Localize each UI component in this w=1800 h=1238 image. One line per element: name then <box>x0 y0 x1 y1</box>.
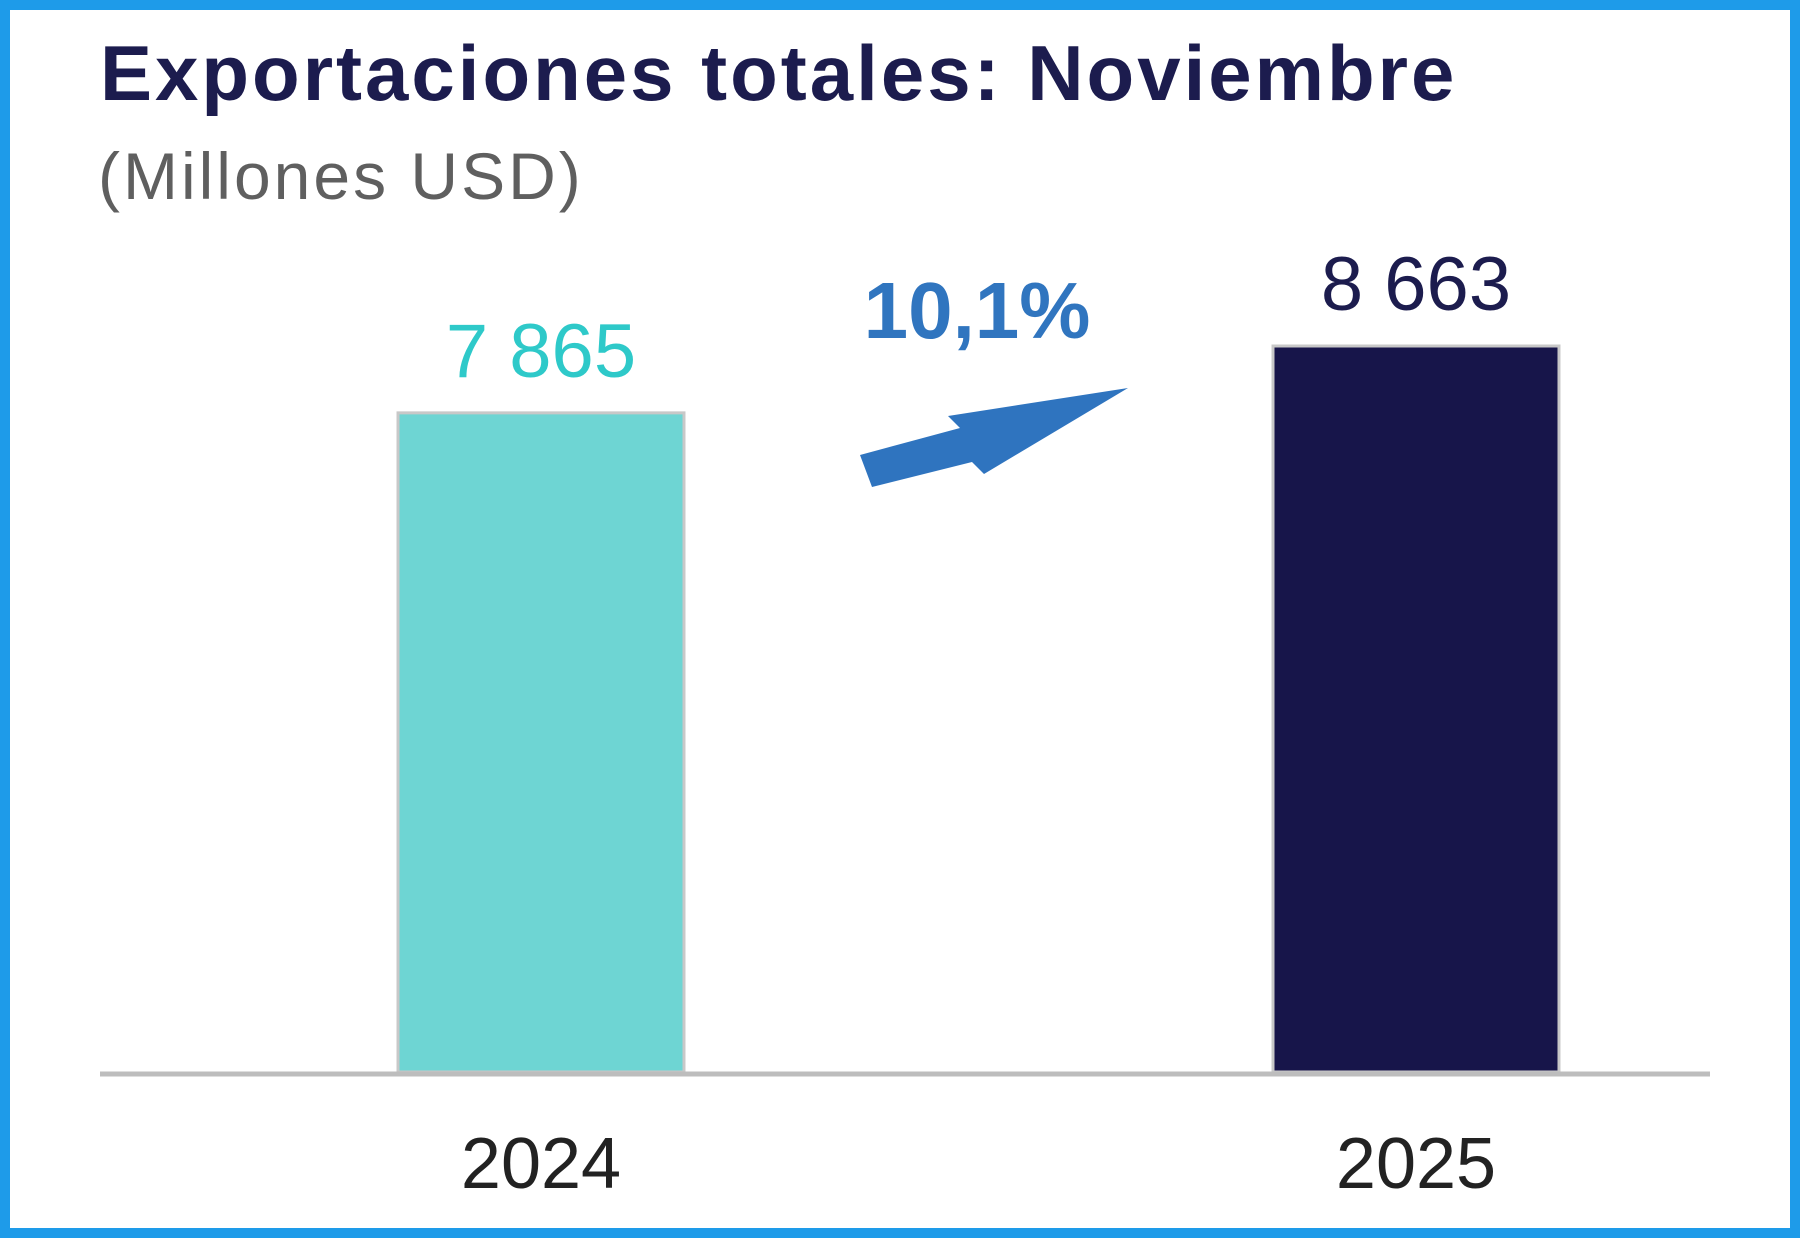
value-label-2024: 7 865 <box>446 309 636 394</box>
chart-subtitle: (Millones USD) <box>98 139 584 213</box>
bar-2024 <box>396 411 686 1074</box>
value-label-2025: 8 663 <box>1321 242 1511 327</box>
bar-2025 <box>1271 344 1561 1074</box>
category-label-2024: 2024 <box>461 1124 621 1204</box>
chart-title: Exportaciones totales: Noviembre <box>100 29 1458 117</box>
change-label: 10,1% <box>864 266 1091 355</box>
growth-arrow-icon <box>860 388 1128 487</box>
category-label-2025: 2025 <box>1336 1124 1496 1204</box>
